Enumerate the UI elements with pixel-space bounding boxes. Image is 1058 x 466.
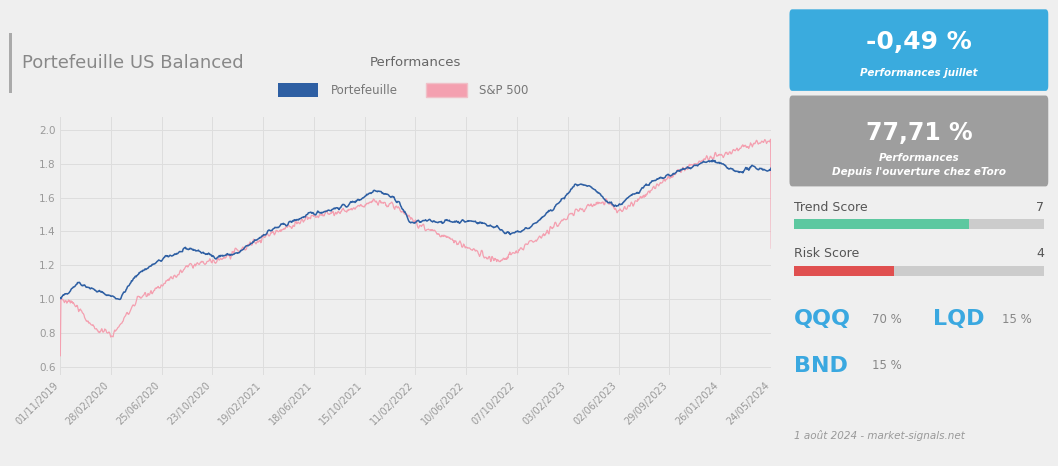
Text: S&P 500: S&P 500 — [479, 84, 529, 97]
Bar — [10, 33, 12, 93]
Text: Portefeuille US Balanced: Portefeuille US Balanced — [22, 54, 243, 72]
Text: Risk Score: Risk Score — [794, 247, 859, 260]
Text: Depuis l'ouverture chez eToro: Depuis l'ouverture chez eToro — [832, 167, 1006, 178]
Text: Portefeuille: Portefeuille — [331, 84, 398, 97]
Text: 70 %: 70 % — [872, 313, 901, 326]
Text: 15 %: 15 % — [1002, 313, 1033, 326]
Text: Performances: Performances — [370, 56, 461, 69]
Text: LQD: LQD — [933, 309, 984, 329]
Bar — [794, 219, 1044, 229]
Text: Performances: Performances — [878, 153, 960, 164]
FancyBboxPatch shape — [789, 96, 1048, 186]
Text: Performances juillet: Performances juillet — [860, 68, 978, 78]
Bar — [794, 266, 1044, 276]
FancyBboxPatch shape — [789, 9, 1048, 91]
Text: Trend Score: Trend Score — [794, 201, 868, 214]
Text: 4: 4 — [1036, 247, 1044, 260]
Bar — [794, 219, 969, 229]
Text: 15 %: 15 % — [872, 359, 901, 372]
Text: -0,49 %: -0,49 % — [867, 30, 971, 54]
Text: 77,71 %: 77,71 % — [865, 121, 972, 145]
Bar — [794, 266, 894, 276]
Text: 7: 7 — [1036, 201, 1044, 214]
Text: BND: BND — [794, 356, 847, 376]
Text: 1 août 2024 - market-signals.net: 1 août 2024 - market-signals.net — [794, 430, 965, 441]
Text: QQQ: QQQ — [794, 309, 851, 329]
